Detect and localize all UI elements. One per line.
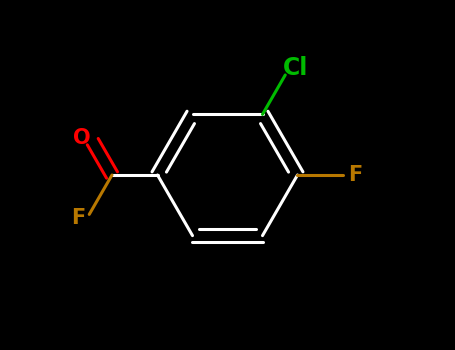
- Text: F: F: [348, 165, 362, 185]
- Text: F: F: [71, 208, 86, 228]
- Text: Cl: Cl: [283, 56, 308, 80]
- Text: O: O: [73, 128, 91, 148]
